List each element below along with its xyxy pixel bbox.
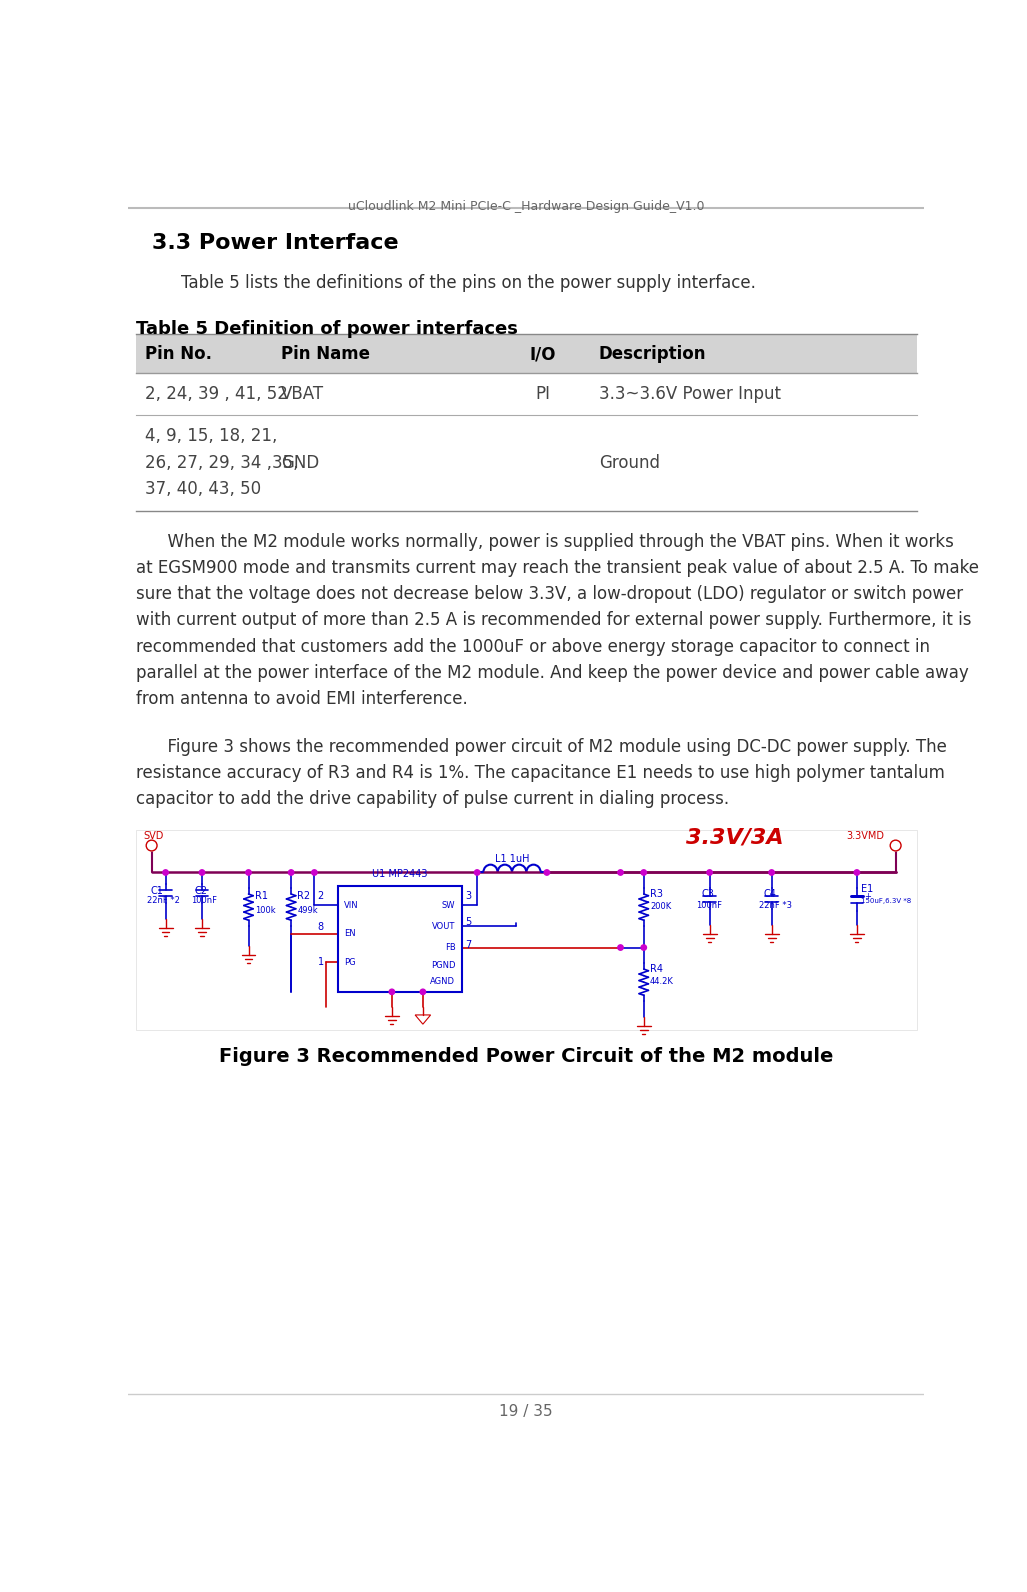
Text: C2: C2 — [194, 887, 207, 896]
Text: +: + — [865, 892, 872, 901]
Text: R1: R1 — [255, 892, 268, 901]
Text: uCloudlink M2 Mini PCIe-C _Hardware Design Guide_V1.0: uCloudlink M2 Mini PCIe-C _Hardware Desi… — [348, 201, 705, 213]
Circle shape — [890, 841, 901, 852]
Text: R4: R4 — [650, 965, 663, 974]
Text: SW: SW — [442, 901, 455, 911]
Text: from antenna to avoid EMI interference.: from antenna to avoid EMI interference. — [137, 689, 468, 708]
Bar — [137, 334, 916, 373]
Text: R3: R3 — [650, 888, 663, 899]
Text: 3.3VMD: 3.3VMD — [846, 831, 884, 842]
Circle shape — [618, 869, 623, 876]
Text: SVD: SVD — [144, 831, 164, 842]
Text: Description: Description — [599, 345, 707, 363]
Text: R2: R2 — [298, 892, 310, 901]
Text: 7: 7 — [465, 939, 471, 950]
Text: 5: 5 — [465, 917, 471, 927]
Text: Figure 3 shows the recommended power circuit of M2 module using DC-DC power supp: Figure 3 shows the recommended power cir… — [137, 737, 947, 756]
Text: I/O: I/O — [530, 345, 557, 363]
Text: Figure 3 Recommended Power Circuit of the M2 module: Figure 3 Recommended Power Circuit of th… — [219, 1048, 833, 1067]
Text: 3.3 Power Interface: 3.3 Power Interface — [152, 234, 398, 253]
Circle shape — [641, 869, 646, 876]
Circle shape — [199, 869, 204, 876]
Circle shape — [289, 869, 294, 876]
Text: 499k: 499k — [298, 906, 318, 914]
Circle shape — [420, 989, 425, 995]
Text: C3: C3 — [701, 888, 715, 899]
Bar — [338, 887, 461, 992]
Text: Table 5 Definition of power interfaces: Table 5 Definition of power interfaces — [137, 320, 518, 339]
Text: 1: 1 — [317, 957, 324, 966]
Circle shape — [389, 989, 394, 995]
Circle shape — [474, 869, 480, 876]
Circle shape — [245, 869, 252, 876]
Circle shape — [641, 944, 646, 950]
Circle shape — [854, 869, 860, 876]
Bar — [137, 829, 916, 1030]
Text: 26, 27, 29, 34 ,35,: 26, 27, 29, 34 ,35, — [146, 454, 299, 471]
Text: VBAT: VBAT — [281, 385, 325, 403]
Text: GND: GND — [281, 454, 319, 471]
Text: Pin Name: Pin Name — [281, 345, 370, 363]
Text: 100nF: 100nF — [191, 896, 217, 906]
Text: Table 5 lists the definitions of the pins on the power supply interface.: Table 5 lists the definitions of the pin… — [181, 274, 756, 293]
Text: sure that the voltage does not decrease below 3.3V, a low-dropout (LDO) regulato: sure that the voltage does not decrease … — [137, 586, 963, 603]
Text: C1: C1 — [150, 887, 163, 896]
Text: with current output of more than 2.5 A is recommended for external power supply.: with current output of more than 2.5 A i… — [137, 611, 972, 629]
Circle shape — [618, 944, 623, 950]
Text: VIN: VIN — [344, 901, 358, 911]
Circle shape — [146, 841, 157, 852]
Text: 37, 40, 43, 50: 37, 40, 43, 50 — [146, 479, 262, 498]
Text: 2: 2 — [317, 892, 324, 901]
Circle shape — [769, 869, 774, 876]
Text: 4, 9, 15, 18, 21,: 4, 9, 15, 18, 21, — [146, 427, 277, 446]
Text: at EGSM900 mode and transmits current may reach the transient peak value of abou: at EGSM900 mode and transmits current ma… — [137, 559, 979, 576]
Text: resistance accuracy of R3 and R4 is 1%. The capacitance E1 needs to use high pol: resistance accuracy of R3 and R4 is 1%. … — [137, 764, 945, 782]
Text: 8: 8 — [317, 922, 324, 933]
Text: PG: PG — [344, 958, 355, 966]
Text: U1 MP2443: U1 MP2443 — [372, 869, 427, 879]
Text: 200K: 200K — [650, 903, 672, 912]
Text: 44.2K: 44.2K — [650, 977, 674, 987]
Text: PGND: PGND — [431, 962, 455, 970]
Text: E1: E1 — [861, 884, 873, 893]
Text: Ground: Ground — [599, 454, 659, 471]
Text: 3: 3 — [465, 892, 471, 901]
Text: FB: FB — [445, 942, 455, 952]
Text: 22nF *2: 22nF *2 — [147, 896, 180, 906]
Text: Pin No.: Pin No. — [146, 345, 213, 363]
Text: 100nF: 100nF — [695, 901, 722, 911]
Text: capacitor to add the drive capability of pulse current in dialing process.: capacitor to add the drive capability of… — [137, 790, 729, 809]
Circle shape — [707, 869, 713, 876]
Text: 19 / 35: 19 / 35 — [499, 1404, 553, 1418]
Text: L1 1uH: L1 1uH — [495, 853, 529, 864]
Text: 22nF *3: 22nF *3 — [759, 901, 792, 911]
Text: 2, 24, 39 , 41, 52: 2, 24, 39 , 41, 52 — [146, 385, 289, 403]
Text: EN: EN — [344, 930, 355, 938]
Text: 3.3~3.6V Power Input: 3.3~3.6V Power Input — [599, 385, 781, 403]
Text: AGND: AGND — [430, 977, 455, 985]
Text: recommended that customers add the 1000uF or above energy storage capacitor to c: recommended that customers add the 1000u… — [137, 638, 930, 656]
Text: 3.3V/3A: 3.3V/3A — [686, 828, 784, 847]
Text: 150uF,6.3V *8: 150uF,6.3V *8 — [861, 898, 911, 904]
Text: When the M2 module works normally, power is supplied through the VBAT pins. When: When the M2 module works normally, power… — [137, 533, 954, 551]
Circle shape — [311, 869, 317, 876]
Circle shape — [544, 869, 549, 876]
Text: PI: PI — [535, 385, 550, 403]
Circle shape — [163, 869, 168, 876]
Text: 100k: 100k — [255, 906, 275, 914]
Text: parallel at the power interface of the M2 module. And keep the power device and : parallel at the power interface of the M… — [137, 664, 968, 681]
Text: VOUT: VOUT — [432, 922, 455, 931]
Text: C4: C4 — [764, 888, 776, 899]
